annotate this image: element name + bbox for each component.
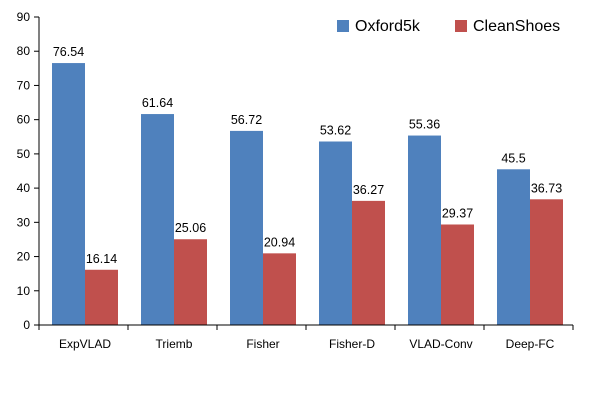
x-axis: ExpVLAD Triemb Fisher Fisher-D VLAD-Conv Deep… — [38, 324, 574, 351]
bar-cleanshoes-expvlad — [85, 269, 118, 325]
data-label: 16.14 — [86, 252, 117, 266]
bar-cleanshoes-fisher — [263, 253, 296, 325]
data-label: 56.72 — [231, 113, 262, 127]
x-category-label: ExpVLAD — [59, 337, 111, 351]
y-tick-label: 60 — [17, 113, 31, 127]
bar-oxford5k-vlad-conv — [408, 135, 441, 325]
y-axis: 0 10 20 30 40 50 60 70 80 90 — [17, 10, 40, 332]
legend-label: Oxford5k — [355, 18, 421, 35]
bars-group — [52, 63, 563, 325]
bar-cleanshoes-fisher-d — [352, 200, 385, 325]
y-tick-label: 80 — [17, 44, 31, 58]
bar-cleanshoes-triemb — [174, 239, 207, 325]
x-category-label: Fisher — [246, 337, 279, 351]
legend: Oxford5k CleanShoes — [337, 18, 560, 35]
data-label: 29.37 — [442, 206, 473, 220]
data-label: 61.64 — [142, 96, 173, 110]
bar-oxford5k-fisher — [230, 130, 263, 325]
data-label: 25.06 — [175, 221, 206, 235]
bar-oxford5k-fisher-d — [319, 141, 352, 325]
data-label: 36.27 — [353, 183, 384, 197]
bar-oxford5k-triemb — [141, 114, 174, 325]
y-tick-label: 50 — [17, 147, 31, 161]
legend-label: CleanShoes — [473, 18, 560, 35]
data-label: 53.62 — [320, 124, 351, 138]
bar-cleanshoes-deep-fc — [530, 199, 563, 325]
x-category-label: Deep-FC — [506, 337, 555, 351]
x-category-label: VLAD-Conv — [409, 337, 472, 351]
y-tick-label: 30 — [17, 215, 31, 229]
y-tick-label: 20 — [17, 250, 31, 264]
x-category-label: Triemb — [156, 337, 193, 351]
legend-swatch-cleanshoes — [455, 20, 467, 32]
data-label: 55.36 — [409, 118, 440, 132]
y-tick-label: 70 — [17, 78, 31, 92]
y-tick-label: 0 — [23, 318, 30, 332]
bar-oxford5k-deep-fc — [497, 169, 530, 325]
data-labels-group: 76.54 61.64 56.72 53.62 55.36 45.5 16.14 25.06 2… — [53, 45, 562, 266]
data-label: 20.94 — [264, 235, 295, 249]
bar-cleanshoes-vlad-conv — [441, 224, 474, 325]
data-label: 76.54 — [53, 45, 84, 59]
x-category-label: Fisher-D — [329, 337, 375, 351]
bar-oxford5k-expvlad — [52, 63, 85, 325]
data-label: 36.73 — [531, 181, 562, 195]
legend-swatch-oxford5k — [337, 20, 349, 32]
data-label: 45.5 — [501, 151, 525, 165]
y-tick-label: 40 — [17, 181, 31, 195]
y-tick-label: 90 — [17, 10, 31, 24]
y-tick-label: 10 — [17, 284, 31, 298]
